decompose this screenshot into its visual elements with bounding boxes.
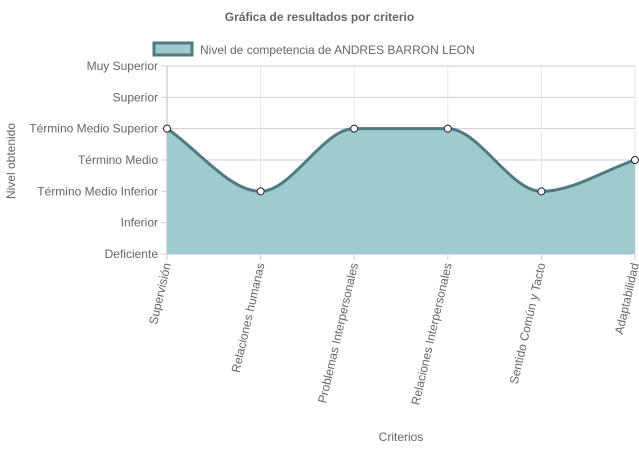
x-tick-label: Adaptabilidad [612,262,639,336]
y-tick-label: Superior [113,90,158,104]
x-tick-label: Problemas Interpersonales [315,262,361,405]
series-line [166,127,636,193]
legend[interactable]: Nivel de competencia de ANDRES BARRON LE… [152,41,475,57]
x-tick-label: Relaciones Interpersonales [408,262,454,407]
series-area [167,128,635,254]
legend-swatch [152,41,194,57]
x-axis-label: Criterios [379,430,424,444]
y-tick-label: Término Medio [78,153,158,167]
plot-area [163,124,639,254]
y-axis: Deficiente Inferior Término Medio Inferior… [29,59,167,261]
x-tick-label: Relaciones humanas [229,262,268,374]
y-axis-label: Nivel obtenido [4,123,18,199]
y-tick-label: Deficiente [105,247,159,261]
x-tick-label: Sentido Común y Tacto [507,261,549,385]
y-tick-label: Término Medio Superior [29,122,158,136]
legend-label: Nivel de competencia de ANDRES BARRON LE… [200,43,475,57]
data-point[interactable] [537,187,546,196]
x-tick-label: Supervisión [146,262,174,326]
y-tick-label: Inferior [121,216,158,230]
y-tick-label: Término Medio Inferior [37,184,158,198]
y-tick-label: Muy Superior [87,59,158,73]
data-point[interactable] [350,124,359,133]
data-point[interactable] [443,124,452,133]
chart-title: Gráfica de resultados por criterio [225,10,414,24]
data-point[interactable] [631,156,639,164]
data-point[interactable] [163,124,171,133]
x-axis: Supervisión Relaciones humanas Problemas I… [146,254,639,406]
data-point[interactable] [256,187,265,196]
